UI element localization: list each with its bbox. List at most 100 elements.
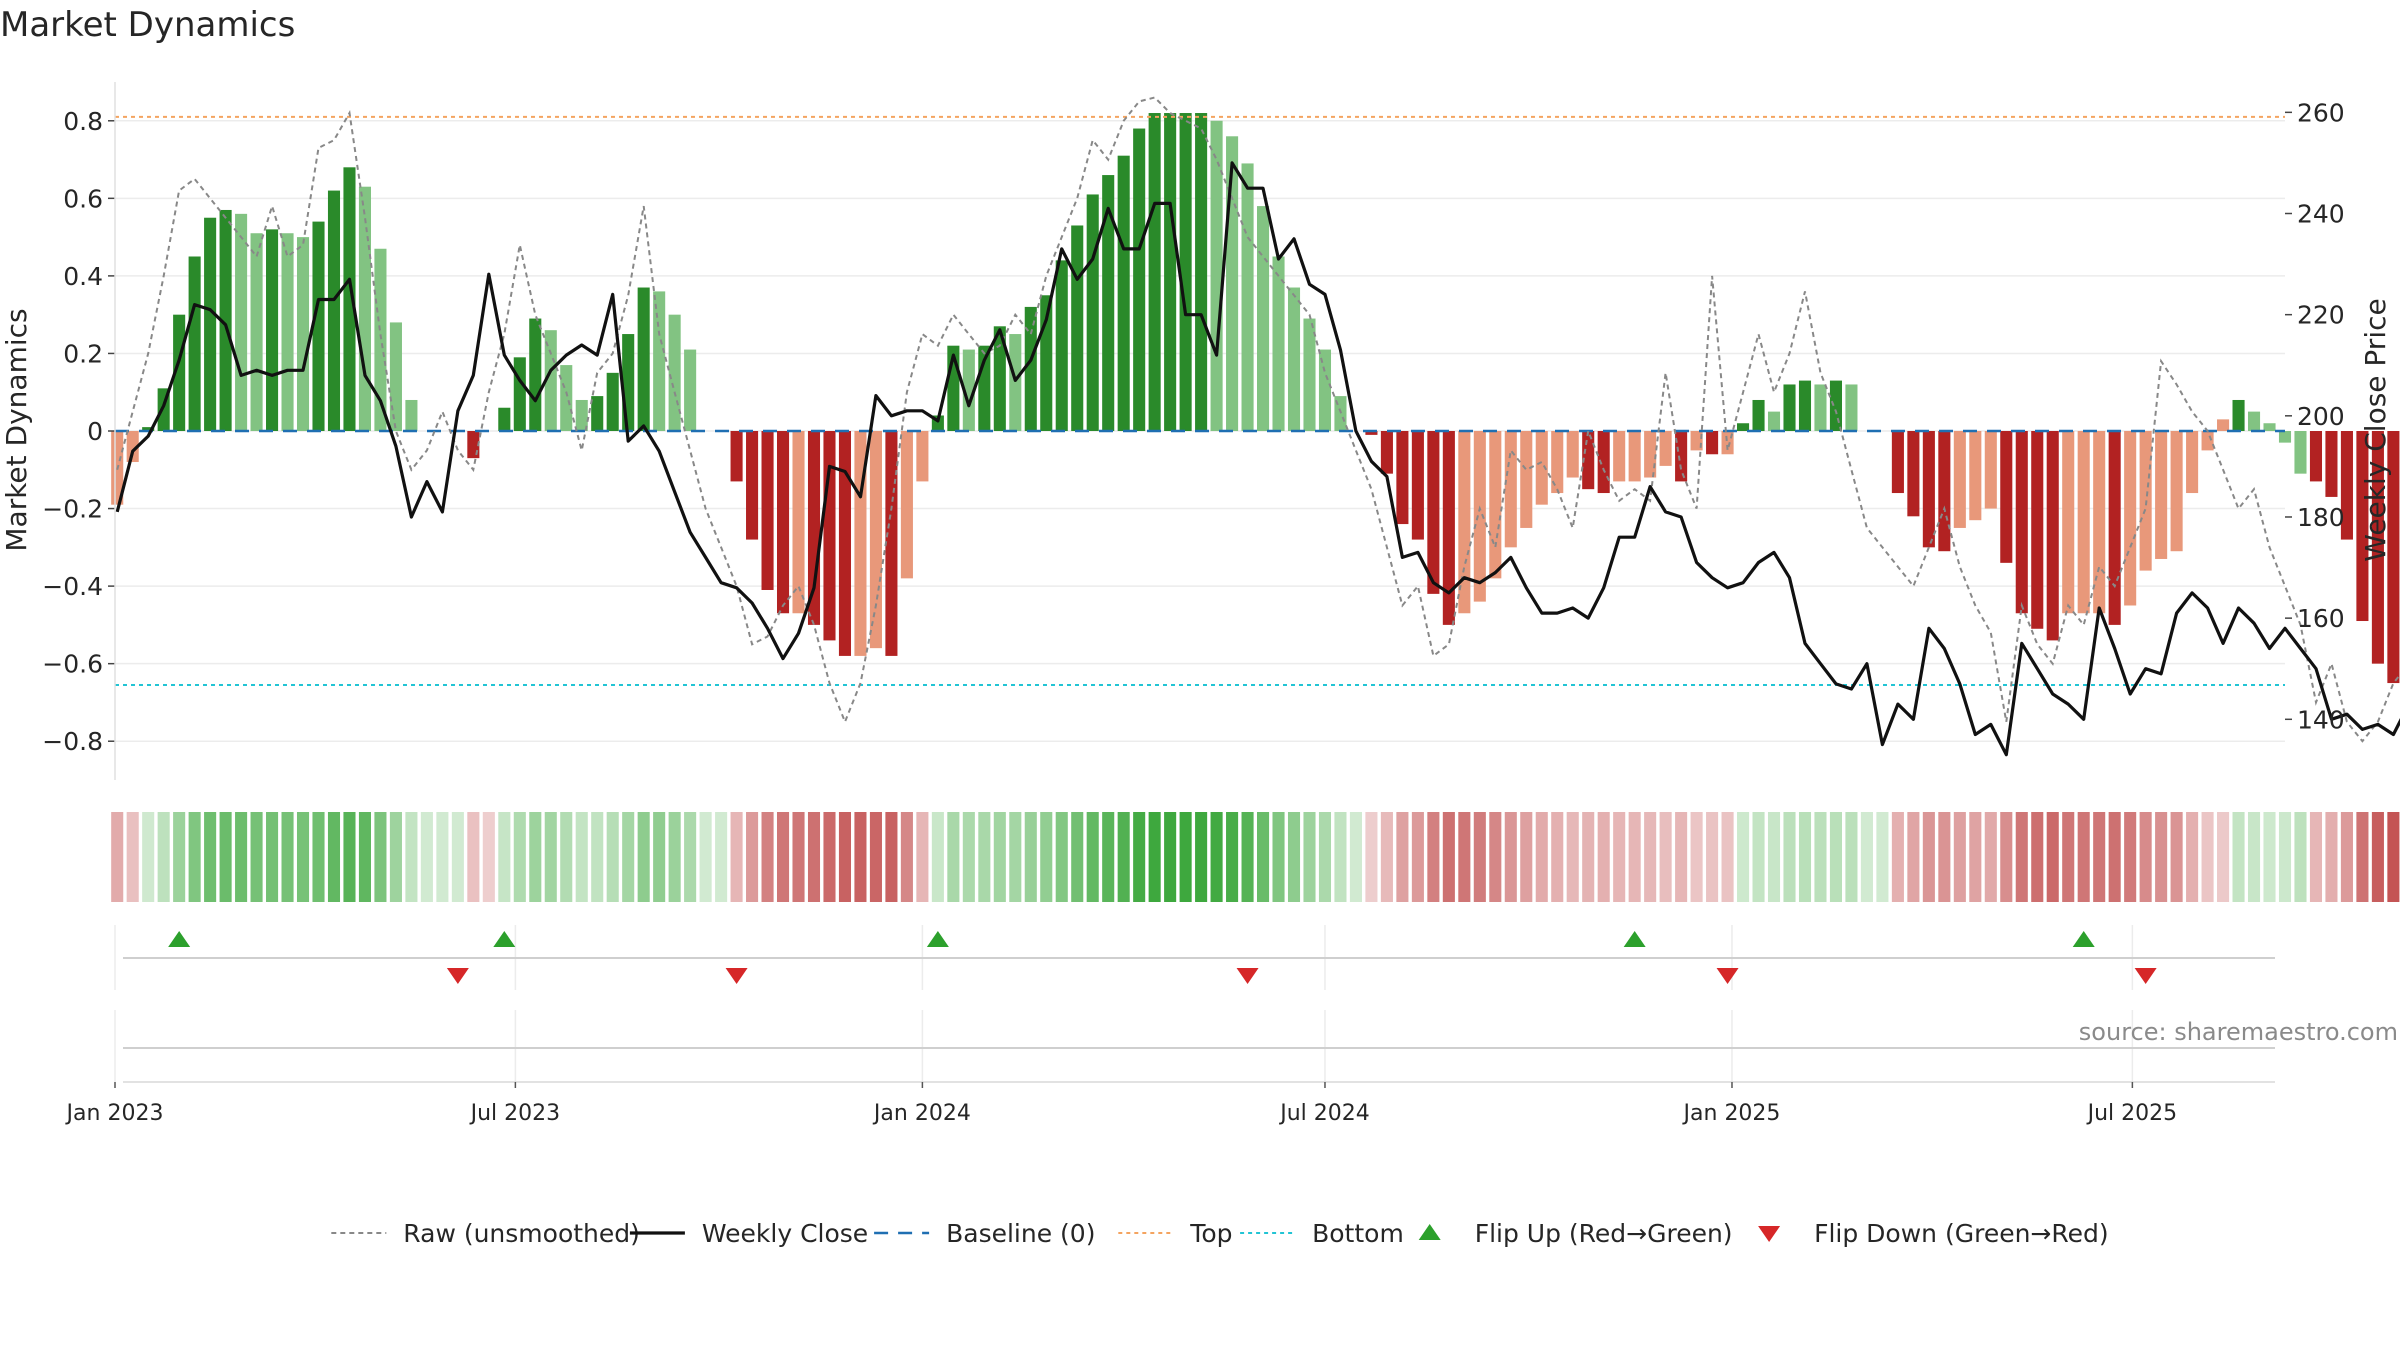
dynamics-bar [1411,431,1424,540]
x-tick-label: Jul 2023 [469,1101,561,1126]
legend-label: Baseline (0) [946,1219,1095,1248]
dynamics-bar [1055,260,1068,431]
dynamics-bar [1009,334,1022,431]
state-strip-cell [2077,812,2090,902]
dynamics-bar [1628,431,1641,482]
state-strip-cell [1148,812,1161,902]
y2-tick-label: 160 [2297,604,2345,633]
dynamics-bar [1907,431,1920,517]
dynamics-bar [1396,431,1409,525]
state-strip-cell [1349,812,1362,902]
state-strip-cell [1133,812,1146,902]
state-strip-cell [1040,812,1053,902]
dynamics-bar [869,431,882,649]
state-strip-cell [1783,812,1796,902]
dynamics-bar [2108,431,2121,625]
state-strip-cell [931,812,944,902]
dynamics-bar [1458,431,1471,614]
state-strip-cell [1566,812,1579,902]
state-strip-cell [2031,812,2044,902]
state-strip-cell [761,812,774,902]
state-strip-cell [1055,812,1068,902]
state-strip-cell [281,812,294,902]
dynamics-bar [1535,431,1548,505]
dynamics-bar [1706,431,1719,455]
dynamics-bar [730,431,743,482]
dynamics-bar [2077,431,2090,614]
state-strip-cell [2356,812,2369,902]
state-strip-cell [405,812,418,902]
dynamics-bar [1752,399,1765,431]
dynamics-bar [498,407,511,431]
dynamics-bar [142,427,155,431]
state-strip-cell [374,812,387,902]
state-strip-cell [1272,812,1285,902]
dynamics-bar [1659,431,1672,466]
state-strip-cell [296,812,310,902]
dynamics-bar [219,209,232,431]
state-strip-cell [1535,812,1548,902]
state-strip-cell [420,812,433,902]
state-strip-cell [2139,812,2152,902]
state-strip-cell [2340,812,2353,902]
state-strip-cell [746,812,759,902]
state-strip-cell [2232,812,2245,902]
dynamics-bar [126,431,139,463]
state-strip-cell [1179,812,1192,902]
dynamics-bar [1210,120,1223,432]
dynamics-bar [2371,431,2384,664]
y-tick-label: 0.8 [63,107,103,136]
state-strip-cell [1303,812,1316,902]
flip-down-marker [1236,968,1259,984]
dynamics-bar [266,229,279,431]
legend-item-flip_down: Flip Down (Green→Red) [1758,1219,2109,1248]
dynamics-bar [1257,206,1270,431]
state-strip-cell [1969,812,1982,902]
dynamics-bar [1133,128,1146,432]
state-strip-cell [513,812,526,902]
legend-item-bottom: Bottom [1240,1219,1404,1248]
state-strip-cell [1922,812,1935,902]
state-strip-cell [637,812,650,902]
dynamics-bar [653,291,666,431]
state-strip-cell [668,812,681,902]
state-strip-cell [1551,812,1564,902]
y-axis-label: Market Dynamics [0,308,33,551]
legend-label: Flip Up (Red→Green) [1475,1219,1733,1248]
y2-tick-label: 200 [2297,402,2345,431]
state-strip-cell [436,812,449,902]
state-strip-cell [575,812,588,902]
state-strip-cell [529,812,542,902]
state-strip-cell [1117,812,1130,902]
dynamics-bar [2000,431,2013,563]
dynamics-bar [2309,431,2323,482]
dynamics-bar [343,167,356,432]
flip-down-marker [725,968,748,984]
dynamics-bar [776,431,790,614]
reference-lines [115,115,2285,686]
dynamics-bar [529,318,542,431]
weekly-close-line [115,161,2400,757]
state-strip-cell [1706,812,1719,902]
state-strip-cell [111,812,124,902]
state-strip-cell [1659,812,1672,902]
dynamics-bar [761,431,774,590]
state-strip-cell [2217,812,2230,902]
flip-down-marker [2134,968,2157,984]
dynamics-bar [1024,306,1037,431]
state-strip-cell [1365,812,1378,902]
dynamics-bar [1086,194,1099,431]
state-strip-cell [1767,812,1781,902]
dynamics-bar [684,349,697,431]
dynamics-bar [2062,431,2075,614]
dynamics-bar [1551,431,1564,494]
dynamics-bar [1117,155,1130,431]
dynamics-bar [2186,431,2199,494]
dynamics-bar [637,287,650,431]
dynamics-bar [2340,431,2353,540]
dynamics-bar [235,213,248,431]
legend-item-baseline: Baseline (0) [874,1219,1095,1248]
dynamics-bar [823,431,836,641]
state-strip-cell [1504,812,1517,902]
legend-label: Weekly Close [702,1219,868,1248]
